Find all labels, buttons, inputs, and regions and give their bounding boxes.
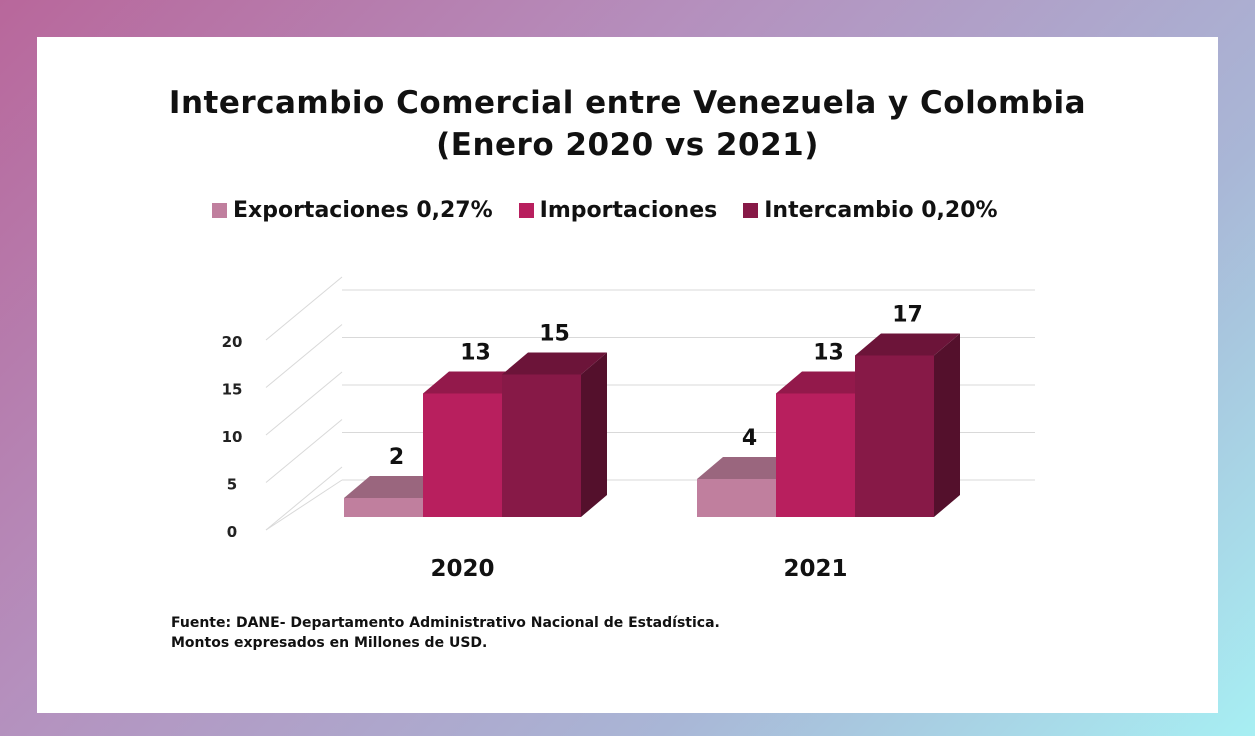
bar-top-intercambio-2021	[855, 333, 960, 356]
y-tick-label: 0	[227, 523, 237, 541]
data-label: 17	[892, 303, 923, 328]
bar-front-intercambio-2021	[855, 355, 934, 517]
legend-item-importaciones: Importaciones	[518, 198, 718, 223]
chart-title-block: Intercambio Comercial entre Venezuela y …	[0, 82, 1255, 166]
y-tick-label: 10	[222, 428, 243, 446]
bar-top-exportaciones-2021	[697, 457, 802, 479]
floor-diagonal	[265, 479, 343, 531]
grid-diagonal	[265, 419, 343, 483]
legend-swatch-exportaciones	[212, 203, 227, 218]
bar-side-intercambio-2021	[934, 333, 960, 517]
chart-title: Intercambio Comercial entre Venezuela y …	[168, 85, 1087, 121]
bar-front-intercambio-2020	[502, 374, 581, 517]
chart-card	[37, 37, 1218, 713]
legend-swatch-importaciones	[518, 203, 534, 218]
grid-diagonal	[265, 466, 343, 531]
bar-side-intercambio-2020	[581, 352, 607, 517]
source-line-1: Fuente: DANE- Departamento Administrativ…	[171, 615, 720, 631]
legend-label-exportaciones: Exportaciones 0,27%	[233, 198, 493, 223]
bar-top-exportaciones-2020	[344, 476, 449, 498]
bar-top-importaciones-2020	[423, 371, 528, 394]
bar-front-exportaciones-2020	[344, 498, 423, 517]
grid-diagonal	[265, 276, 343, 341]
x-category-label: 2021	[783, 556, 847, 582]
bar-front-importaciones-2021	[776, 393, 855, 517]
legend-label-intercambio: Intercambio 0,20%	[764, 198, 998, 223]
y-tick-label: 5	[227, 476, 237, 494]
source-note: Fuente: DANE- Departamento Administrativ…	[171, 613, 720, 653]
legend-label-importaciones: Importaciones	[539, 198, 718, 223]
legend-item-exportaciones: Exportaciones 0,27%	[212, 198, 493, 223]
bar-front-exportaciones-2021	[697, 479, 776, 517]
y-tick-label: 20	[222, 333, 243, 351]
chart-legend: Exportaciones 0,27% Importaciones Interc…	[212, 198, 1024, 223]
data-label: 13	[813, 341, 844, 366]
bar-front-importaciones-2020	[423, 393, 502, 517]
data-label: 2	[389, 445, 404, 470]
grid-diagonal	[265, 324, 343, 388]
data-label: 4	[742, 426, 757, 451]
bar-top-intercambio-2020	[502, 352, 607, 375]
x-category-label: 2020	[430, 556, 494, 582]
data-label: 15	[539, 322, 570, 347]
data-label: 13	[460, 341, 491, 366]
y-tick-label: 15	[222, 381, 243, 399]
legend-item-intercambio: Intercambio 0,20%	[743, 198, 998, 223]
chart-subtitle: (Enero 2020 vs 2021)	[436, 127, 819, 163]
legend-swatch-intercambio	[743, 203, 759, 218]
source-line-2: Montos expresados en Millones de USD.	[171, 635, 488, 651]
bar-top-importaciones-2021	[776, 371, 881, 394]
grid-diagonal	[265, 371, 343, 436]
